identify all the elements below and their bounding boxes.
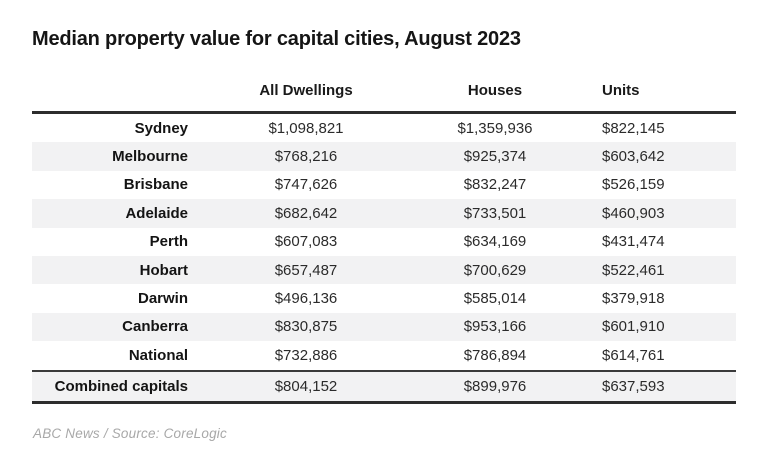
value-cell: $700,629 (463, 261, 527, 279)
city-cell: National (128, 346, 188, 364)
value-cell: $733,501 (463, 204, 527, 222)
value-cell: $657,487 (274, 261, 338, 279)
table-body: Sydney $1,098,821 $1,359,936 $822,145 Melbou… (32, 113, 736, 371)
value-cell: $682,642 (274, 204, 338, 222)
chart-container: Median property value for capital cities… (32, 28, 736, 441)
city-cell: Darwin (137, 290, 188, 308)
city-cell: Sydney (134, 119, 188, 137)
value-cell: $899,976 (420, 369, 570, 404)
value-cell: $637,593 (570, 369, 736, 404)
table-row: National $732,886 $786,894 $614,761 (32, 341, 736, 370)
value-cell: $614,761 (602, 346, 665, 364)
table-row: Sydney $1,098,821 $1,359,936 $822,145 (32, 113, 736, 143)
value-cell: $822,145 (602, 119, 665, 137)
value-cell: $585,014 (463, 290, 527, 308)
city-cell: Hobart (139, 261, 188, 279)
combined-capitals-row: Combined capitals $804,152 $899,976 $637… (32, 369, 736, 404)
value-cell: $1,359,936 (457, 119, 533, 137)
col-header-units: Units (570, 51, 736, 114)
value-cell: $830,875 (274, 318, 338, 336)
value-cell: $804,152 (192, 369, 420, 404)
value-cell: $522,461 (602, 261, 665, 279)
table-row: Canberra $830,875 $953,166 $601,910 (32, 312, 736, 342)
col-header-all-dwellings: All Dwellings (192, 51, 420, 114)
value-cell: $953,166 (463, 318, 527, 336)
value-cell: $747,626 (274, 176, 338, 194)
city-cell: Combined capitals (32, 369, 192, 404)
value-cell: $1,098,821 (268, 119, 344, 137)
value-cell: $460,903 (602, 204, 665, 222)
value-cell: $786,894 (463, 346, 527, 364)
value-cell: $431,474 (602, 233, 665, 251)
value-cell: $603,642 (602, 148, 665, 166)
table-row: Perth $607,083 $634,169 $431,474 (32, 228, 736, 256)
value-cell: $768,216 (274, 148, 338, 166)
value-cell: $607,083 (274, 233, 338, 251)
city-cell: Canberra (122, 318, 188, 336)
value-cell: $526,159 (602, 176, 665, 194)
value-cell: $496,136 (274, 290, 338, 308)
city-cell: Perth (149, 233, 188, 251)
source-attribution: ABC News / Source: CoreLogic (33, 425, 227, 441)
table-header-row: All Dwellings Houses Units (32, 51, 736, 114)
value-cell: $732,886 (274, 346, 338, 364)
chart-title: Median property value for capital cities… (32, 28, 521, 50)
table-row: Hobart $657,487 $700,629 $522,461 (32, 255, 736, 285)
table-row: Darwin $496,136 $585,014 $379,918 (32, 284, 736, 312)
col-header-houses: Houses (420, 51, 570, 114)
city-cell: Brisbane (123, 176, 188, 194)
value-cell: $601,910 (602, 318, 665, 336)
value-cell: $925,374 (463, 148, 527, 166)
value-cell: $634,169 (463, 233, 527, 251)
table-row: Brisbane $747,626 $832,247 $526,159 (32, 171, 736, 199)
city-cell: Adelaide (125, 204, 188, 222)
table-row: Melbourne $768,216 $925,374 $603,642 (32, 142, 736, 171)
property-value-table: All Dwellings Houses Units Sydney $1,098,… (32, 51, 736, 404)
city-cell: Melbourne (112, 148, 188, 166)
table-row: Adelaide $682,642 $733,501 $460,903 (32, 199, 736, 228)
value-cell: $832,247 (463, 176, 527, 194)
value-cell: $379,918 (602, 290, 665, 308)
col-header-city (32, 51, 192, 114)
